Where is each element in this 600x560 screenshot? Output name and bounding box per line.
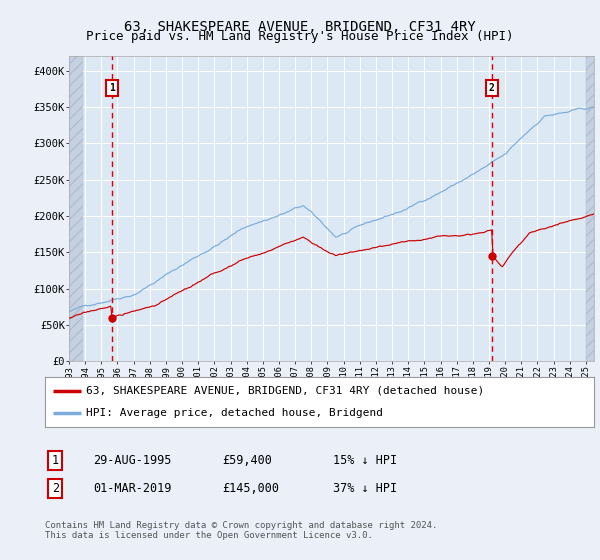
- Text: Contains HM Land Registry data © Crown copyright and database right 2024.
This d: Contains HM Land Registry data © Crown c…: [45, 521, 437, 540]
- Text: 2: 2: [52, 482, 59, 495]
- Text: HPI: Average price, detached house, Bridgend: HPI: Average price, detached house, Brid…: [86, 408, 383, 418]
- Text: 29-AUG-1995: 29-AUG-1995: [93, 454, 172, 467]
- Bar: [586, 56, 594, 361]
- Text: £145,000: £145,000: [222, 482, 279, 495]
- Text: 37% ↓ HPI: 37% ↓ HPI: [333, 482, 397, 495]
- Text: 63, SHAKESPEARE AVENUE, BRIDGEND, CF31 4RY: 63, SHAKESPEARE AVENUE, BRIDGEND, CF31 4…: [124, 20, 476, 34]
- Text: £59,400: £59,400: [222, 454, 272, 467]
- Text: 1: 1: [52, 454, 59, 467]
- Text: 01-MAR-2019: 01-MAR-2019: [93, 482, 172, 495]
- Text: 15% ↓ HPI: 15% ↓ HPI: [333, 454, 397, 467]
- Bar: [69, 56, 83, 361]
- Text: Price paid vs. HM Land Registry's House Price Index (HPI): Price paid vs. HM Land Registry's House …: [86, 30, 514, 43]
- Text: 1: 1: [109, 83, 115, 93]
- Text: 2: 2: [489, 83, 494, 93]
- Text: 63, SHAKESPEARE AVENUE, BRIDGEND, CF31 4RY (detached house): 63, SHAKESPEARE AVENUE, BRIDGEND, CF31 4…: [86, 386, 484, 396]
